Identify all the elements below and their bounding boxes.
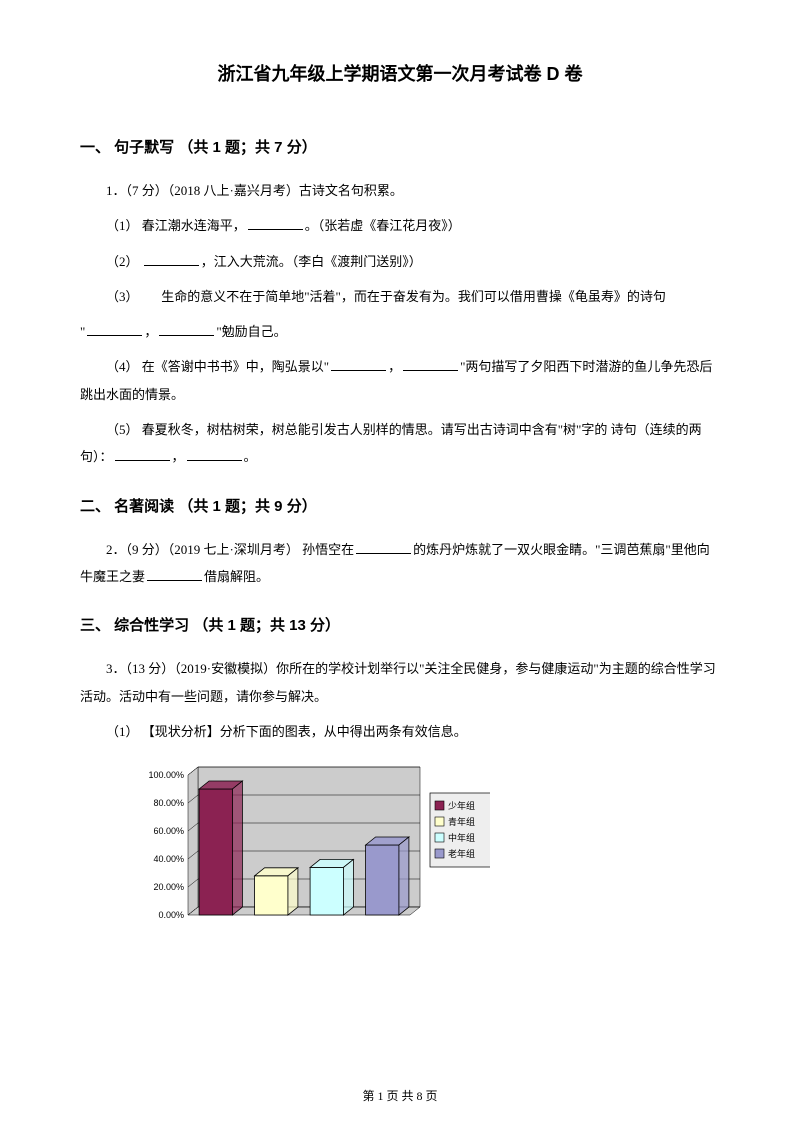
svg-text:中年组: 中年组 (448, 832, 475, 843)
blank (147, 569, 202, 581)
svg-text:少年组: 少年组 (448, 800, 475, 811)
blank (87, 325, 142, 337)
blank (187, 450, 242, 462)
blank (248, 219, 303, 231)
bar-chart: 0.00% 20.00% 40.00% 60.00% 80.00% 100.00% 少年组青… (130, 763, 720, 933)
q1-sub3-d: "勉励自己。 (216, 324, 286, 339)
blank (159, 325, 214, 337)
q1-sub3-cont: " ， "勉励自己。 (80, 318, 720, 345)
q1-sub5-c: 。 (244, 449, 257, 464)
page-footer: 第 1 页 共 8 页 (0, 1087, 800, 1104)
blank (144, 254, 199, 266)
q3-lead: 3．（13 分）（2019·安徽模拟）你所在的学校计划举行以"关注全民健身，参与… (80, 655, 720, 710)
q1-sub5: （5） 春夏秋冬，树枯树荣，树总能引发古人别样的情思。请写出古诗词中含有"树"字… (80, 416, 720, 471)
blank (403, 360, 458, 372)
q1-sub3: （3） 生命的意义不在于简单地"活着"，而在于奋发有为。我们可以借用曹操《龟虽寿… (80, 283, 720, 310)
bar-chart-svg: 0.00% 20.00% 40.00% 60.00% 80.00% 100.00% 少年组青… (130, 763, 490, 933)
section-3-heading: 三、 综合性学习 （共 1 题；共 13 分） (80, 614, 720, 635)
section-1-heading: 一、 句子默写 （共 1 题；共 7 分） (80, 136, 720, 157)
svg-text:青年组: 青年组 (448, 816, 475, 827)
blank (115, 450, 170, 462)
q1-sub1-b: 。（张若虚《春江花月夜》） (305, 218, 461, 233)
blank (356, 542, 411, 554)
q1-sub4: （4） 在《答谢中书书》中，陶弘景以"，"两句描写了夕阳西下时潜游的鱼儿争先恐后… (80, 353, 720, 408)
blank (331, 360, 386, 372)
q1-sub4-b: ， (388, 359, 401, 374)
q1-sub5-b: ， (172, 449, 185, 464)
svg-text:80.00%: 80.00% (153, 798, 184, 808)
q1-sub2-b: ，江入大荒流。（李白《渡荆门送别》） (201, 254, 422, 269)
svg-text:100.00%: 100.00% (148, 770, 184, 780)
q2-c: 借扇解阻。 (204, 569, 269, 584)
q1-sub4-a: （4） 在《答谢中书书》中，陶弘景以" (106, 359, 329, 374)
q1-sub3-b: " (80, 324, 85, 339)
q1-sub2: （2） ，江入大荒流。（李白《渡荆门送别》） (80, 248, 720, 275)
section-2-heading: 二、 名著阅读 （共 1 题；共 9 分） (80, 495, 720, 516)
q1-sub3-a: （3） 生命的意义不在于简单地"活着"，而在于奋发有为。我们可以借用曹操《龟虽寿… (106, 289, 666, 304)
q1-sub3-c: ， (144, 324, 157, 339)
svg-text:0.00%: 0.00% (158, 910, 184, 920)
q2: 2．（9 分）（2019 七上·深圳月考） 孙悟空在的炼丹炉炼就了一双火眼金睛。… (80, 536, 720, 591)
page-title: 浙江省九年级上学期语文第一次月考试卷 D 卷 (80, 60, 720, 86)
q1-lead: 1．（7 分）（2018 八上·嘉兴月考）古诗文名句积累。 (80, 177, 720, 204)
svg-text:40.00%: 40.00% (153, 854, 184, 864)
q2-a: 2．（9 分）（2019 七上·深圳月考） 孙悟空在 (106, 542, 354, 557)
svg-text:20.00%: 20.00% (153, 882, 184, 892)
q1-sub1: （1） 春江潮水连海平， 。（张若虚《春江花月夜》） (80, 212, 720, 239)
q1-sub2-a: （2） (106, 254, 142, 269)
q1-sub1-a: （1） 春江潮水连海平， (106, 218, 246, 233)
svg-text:老年组: 老年组 (448, 848, 475, 859)
svg-text:60.00%: 60.00% (153, 826, 184, 836)
q3-sub1: （1） 【现状分析】分析下面的图表，从中得出两条有效信息。 (80, 718, 720, 745)
